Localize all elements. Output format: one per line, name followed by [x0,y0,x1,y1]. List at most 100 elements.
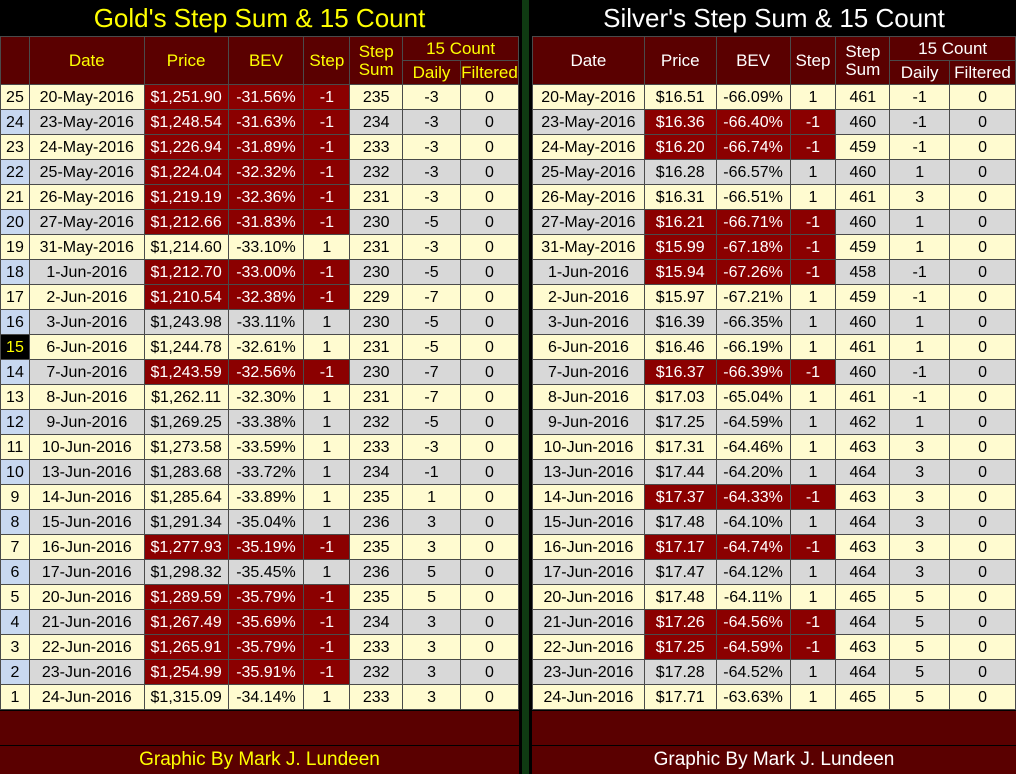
silver-step-cell: -1 [789,534,837,560]
gold-price-cell: $1,219.19 [143,184,229,210]
silver-daily-cell: 3 [889,484,951,510]
gold-stepsum-cell: 234 [349,109,404,135]
gold-bev-cell: -33.38% [227,409,305,435]
gold-stepsum-cell: 231 [349,334,404,360]
gold-bev-cell: -31.89% [227,134,305,160]
gold-table-row: 16 3-Jun-2016 $1,243.98 -33.11% 1 230 -5 0 [0,309,520,335]
silver-table-row: 20-May-2016 $16.51 -66.09% 1 461 -1 0 [532,84,1016,110]
silver-filtered-cell: 0 [949,684,1016,710]
gold-row-index: 8 [0,509,30,535]
silver-bev-cell: -64.46% [715,434,791,460]
silver-bev-cell: -64.10% [715,509,791,535]
silver-stepsum-cell: 463 [835,434,891,460]
gold-date-cell: 26-May-2016 [28,184,145,210]
silver-bev-cell: -64.12% [715,559,791,585]
gold-price-cell: $1,251.90 [143,84,229,110]
silver-table-row: 27-May-2016 $16.21 -66.71% -1 460 1 0 [532,209,1016,235]
silver-step-cell: -1 [789,484,837,510]
gold-row-index: 24 [0,109,30,135]
silver-stepsum-cell: 460 [835,159,891,185]
silver-stepsum-cell: 464 [835,559,891,585]
gold-price-cell: $1,244.78 [143,334,229,360]
silver-filtered-cell: 0 [949,659,1016,685]
gold-bev-cell: -31.63% [227,109,305,135]
silver-stepsum-cell: 460 [835,109,891,135]
gold-table-row: 8 15-Jun-2016 $1,291.34 -35.04% 1 236 3 0 [0,509,520,535]
silver-step-cell: -1 [789,634,837,660]
gold-step-cell: -1 [303,209,351,235]
gold-filtered-cell: 0 [459,459,520,485]
gold-bev-cell: -35.79% [227,634,305,660]
silver-price-cell: $17.47 [643,559,717,585]
gold-daily-header: Daily [402,60,461,85]
silver-table-row: 23-Jun-2016 $17.28 -64.52% 1 464 5 0 [532,659,1016,685]
silver-date-cell: 15-Jun-2016 [532,509,645,535]
gold-step-cell: 1 [303,684,351,710]
silver-bev-cell: -64.59% [715,634,791,660]
silver-step-cell: 1 [789,684,837,710]
silver-date-cell: 7-Jun-2016 [532,359,645,385]
gold-date-cell: 2-Jun-2016 [28,284,145,310]
silver-table-row: 2-Jun-2016 $15.97 -67.21% 1 459 -1 0 [532,284,1016,310]
silver-bev-cell: -64.56% [715,609,791,635]
silver-price-cell: $17.17 [643,534,717,560]
silver-step-cell: 1 [789,84,837,110]
gold-step-cell: 1 [303,334,351,360]
gold-stepsum-cell: 236 [349,509,404,535]
silver-stepsum-cell: 461 [835,184,891,210]
gold-date-cell: 24-Jun-2016 [28,684,145,710]
silver-filtered-cell: 0 [949,284,1016,310]
silver-bev-cell: -66.35% [715,309,791,335]
silver-date-cell: 27-May-2016 [532,209,645,235]
silver-stepsum-cell: 459 [835,284,891,310]
gold-price-cell: $1,224.04 [143,159,229,185]
gold-stepsum-cell: 234 [349,459,404,485]
gold-date-cell: 24-May-2016 [28,134,145,160]
gold-table-row: 12 9-Jun-2016 $1,269.25 -33.38% 1 232 -5 0 [0,409,520,435]
gold-15count-header: 15 Count [402,36,519,61]
gold-filtered-cell: 0 [459,409,520,435]
silver-stepsum-cell: 463 [835,634,891,660]
gold-step-cell: 1 [303,309,351,335]
gold-filtered-cell: 0 [459,509,520,535]
silver-filtered-cell: 0 [949,384,1016,410]
gold-bev-cell: -31.56% [227,84,305,110]
silver-step-cell: -1 [789,109,837,135]
silver-filtered-cell: 0 [949,559,1016,585]
gold-table-row: 19 31-May-2016 $1,214.60 -33.10% 1 231 -3 0 [0,234,520,260]
gold-stepsum-cell: 235 [349,584,404,610]
gold-filtered-cell: 0 [459,234,520,260]
silver-step-cell: 1 [789,584,837,610]
silver-table-row: 26-May-2016 $16.31 -66.51% 1 461 3 0 [532,184,1016,210]
silver-step-cell: -1 [789,259,837,285]
silver-stepsum-cell: 465 [835,584,891,610]
gold-stepsum-header: Step Sum [349,36,404,85]
silver-date-cell: 31-May-2016 [532,234,645,260]
gold-row-index: 9 [0,484,30,510]
silver-stepsum-cell: 458 [835,259,891,285]
gold-table-row: 13 8-Jun-2016 $1,262.11 -32.30% 1 231 -7 0 [0,384,520,410]
silver-daily-cell: 3 [889,184,951,210]
gold-footer: Graphic By Mark J. Lundeen [0,746,519,774]
silver-price-cell: $16.37 [643,359,717,385]
gold-table-row: 20 27-May-2016 $1,212.66 -31.83% -1 230 -5 0 [0,209,520,235]
silver-stepsum-cell: 464 [835,509,891,535]
silver-bev-cell: -66.09% [715,84,791,110]
silver-filtered-cell: 0 [949,84,1016,110]
gold-row-index: 5 [0,584,30,610]
gold-price-cell: $1,269.25 [143,409,229,435]
gold-bev-cell: -32.32% [227,159,305,185]
silver-filtered-cell: 0 [949,309,1016,335]
gold-stepsum-cell: 232 [349,659,404,685]
gold-daily-cell: -3 [402,84,461,110]
silver-filtered-cell: 0 [949,434,1016,460]
gold-step-cell: 1 [303,559,351,585]
gold-date-cell: 22-Jun-2016 [28,634,145,660]
gold-filtered-cell: 0 [459,684,520,710]
silver-table-row: 1-Jun-2016 $15.94 -67.26% -1 458 -1 0 [532,259,1016,285]
silver-stepsum-cell: 462 [835,409,891,435]
silver-bev-cell: -65.04% [715,384,791,410]
silver-table-row: 22-Jun-2016 $17.25 -64.59% -1 463 5 0 [532,634,1016,660]
gold-filtered-header: Filtered [459,60,520,85]
gold-daily-cell: -5 [402,259,461,285]
